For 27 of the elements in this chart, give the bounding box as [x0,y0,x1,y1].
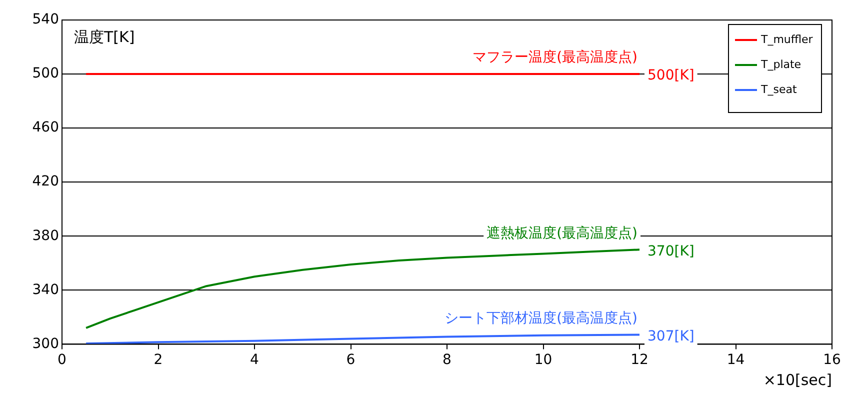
legend-label: T_seat [761,83,797,96]
legend-label: T_plate [761,58,802,71]
x-tick-label: 0 [58,352,66,368]
annotation: マフラー温度(最高温度点) [472,50,638,66]
x-tick-label: 14 [726,352,745,368]
annotation: 307[K] [648,328,694,344]
x-tick-label: 2 [154,352,163,368]
x-axis-title: ×10[sec] [763,370,832,389]
x-tick-label: 8 [442,352,452,368]
y-tick-label: 420 [32,174,59,190]
y-tick-label: 340 [32,282,59,298]
y-tick-label: 380 [32,228,59,244]
annotation: 370[K] [648,243,694,260]
x-tick-label: 12 [630,352,648,368]
x-tick-label: 10 [534,352,552,368]
annotation: シート下部材温度(最高温度点) [444,310,638,326]
y-tick-label: 540 [32,12,59,28]
y-axis-title: 温度T[K] [74,28,135,46]
y-tick-label: 460 [32,120,59,136]
legend-label: T_muffler [761,33,813,46]
x-tick-label: 4 [250,352,260,368]
annotation: 500[K] [648,68,694,84]
x-tick-label: 16 [823,352,841,368]
annotation: 遮熱板温度(最高温度点) [486,225,638,242]
y-tick-label: 500 [32,66,59,82]
y-tick-label: 300 [32,336,59,352]
x-tick-label: 6 [346,352,356,368]
